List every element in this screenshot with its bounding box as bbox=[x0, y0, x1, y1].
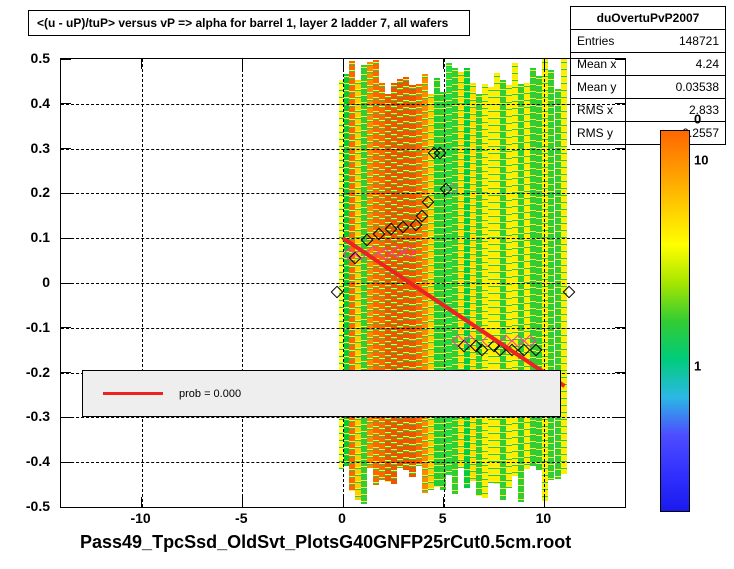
x-tick-label: -10 bbox=[130, 510, 150, 526]
heat-column bbox=[379, 83, 385, 480]
y-tick bbox=[61, 507, 71, 508]
legend-box: prob = 0.000 bbox=[82, 370, 561, 417]
plot-frame bbox=[60, 58, 626, 508]
stats-row: Entries 148721 bbox=[571, 30, 725, 53]
y-tick-label: -0.2 bbox=[26, 364, 50, 380]
heat-column bbox=[500, 80, 506, 499]
y-tick-label: -0.3 bbox=[26, 408, 50, 424]
y-tick-label: -0.1 bbox=[26, 319, 50, 335]
heat-column bbox=[542, 59, 548, 500]
x-tick-label: 0 bbox=[338, 510, 346, 526]
y-tick-label: -0.4 bbox=[26, 453, 50, 469]
grid-v bbox=[343, 59, 344, 507]
x-tick-label: 5 bbox=[439, 510, 447, 526]
heat-column bbox=[349, 61, 355, 491]
legend-prob-text: prob = 0.000 bbox=[179, 388, 241, 400]
heat-column bbox=[452, 68, 458, 494]
heat-column bbox=[464, 68, 470, 489]
heat-column bbox=[482, 84, 488, 498]
heat-column bbox=[385, 94, 391, 482]
stats-val: 0.03538 bbox=[676, 80, 719, 94]
heat-column bbox=[561, 59, 567, 474]
y-tick bbox=[615, 507, 625, 508]
x-axis: -10 -5 0 5 10 bbox=[60, 510, 624, 530]
heat-column bbox=[476, 94, 482, 497]
heat-column bbox=[548, 70, 554, 480]
grid-v bbox=[544, 59, 545, 507]
colorbar-zero: 0 bbox=[694, 112, 701, 127]
colorbar-tick: 10 bbox=[694, 153, 708, 168]
heat-column bbox=[488, 87, 494, 482]
heat-column bbox=[494, 73, 500, 484]
y-tick-label: 0.2 bbox=[31, 184, 50, 200]
stats-header: duOvertuPvP2007 bbox=[571, 7, 725, 30]
colorbar-tick: 1 bbox=[694, 358, 701, 373]
heat-column bbox=[506, 85, 512, 488]
y-tick-label: 0.4 bbox=[31, 95, 50, 111]
y-tick-label: 0.5 bbox=[31, 50, 50, 66]
x-axis-label: Pass49_TpcSsd_OldSvt_PlotsG40GNFP25rCut0… bbox=[80, 532, 571, 553]
x-tick-label: 10 bbox=[536, 510, 552, 526]
heat-column bbox=[373, 60, 379, 484]
colorbar bbox=[660, 130, 690, 512]
stats-val: 148721 bbox=[679, 34, 719, 48]
grid-v bbox=[142, 59, 143, 507]
heat-column bbox=[361, 65, 367, 504]
legend-line-sample bbox=[103, 392, 163, 395]
grid-v bbox=[444, 59, 445, 507]
y-tick bbox=[615, 59, 625, 60]
x-tick-label: -5 bbox=[235, 510, 247, 526]
chart-title: <(u - uP)/tuP> versus vP => alpha for ba… bbox=[37, 16, 448, 30]
stats-val: 4.24 bbox=[696, 57, 719, 71]
y-tick-label: 0.1 bbox=[31, 229, 50, 245]
y-tick bbox=[61, 59, 71, 60]
chart-title-box: <(u - uP)/tuP> versus vP => alpha for ba… bbox=[28, 10, 470, 36]
y-tick-label: 0 bbox=[42, 274, 50, 290]
stats-key: Entries bbox=[577, 34, 614, 48]
grid-v bbox=[242, 59, 243, 507]
heat-column bbox=[355, 80, 361, 499]
y-tick-label: -0.5 bbox=[26, 498, 50, 514]
y-tick-label: 0.3 bbox=[31, 140, 50, 156]
heat-column bbox=[518, 84, 524, 502]
y-axis: -0.5-0.4-0.3-0.2-0.100.10.20.30.40.5 bbox=[0, 58, 58, 506]
